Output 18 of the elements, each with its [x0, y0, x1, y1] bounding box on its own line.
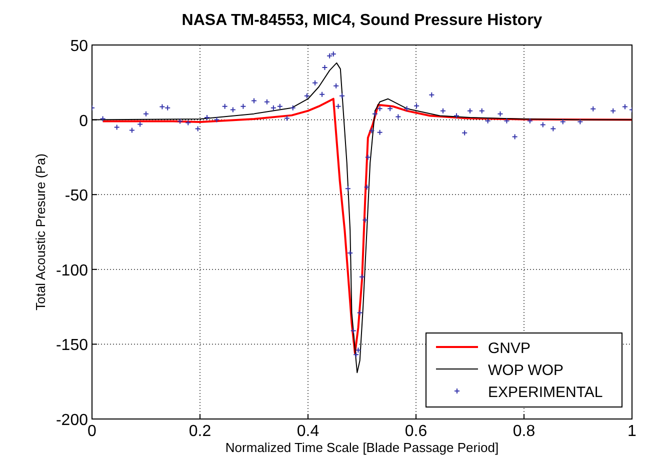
- y-tick-label: -50: [64, 188, 88, 205]
- x-tick-label: 0.4: [296, 423, 320, 440]
- legend-label: WOP WOP: [488, 362, 564, 379]
- y-tick-label: -150: [56, 337, 88, 354]
- y-axis-title: Total Acoustic Presure (Pa): [33, 154, 48, 310]
- y-tick-label: 50: [70, 38, 88, 55]
- chart-title: NASA TM-84553, MIC4, Sound Pressure History: [182, 12, 542, 29]
- x-axis-title: Normalized Time Scale [Blade Passage Period]: [225, 440, 499, 455]
- y-tick-label: -100: [56, 262, 88, 280]
- y-tick-label: -200: [56, 412, 88, 429]
- x-tick-label: 0.8: [512, 423, 536, 440]
- legend-label: EXPERIMENTAL: [488, 384, 603, 401]
- x-tick-label: 0.2: [188, 423, 212, 440]
- x-tick-label: 0.6: [404, 423, 428, 440]
- y-tick-label: 0: [79, 112, 88, 130]
- legend-label: GNVP: [488, 340, 531, 357]
- x-tick-label: 1: [628, 423, 637, 440]
- line-series: [102, 98, 632, 354]
